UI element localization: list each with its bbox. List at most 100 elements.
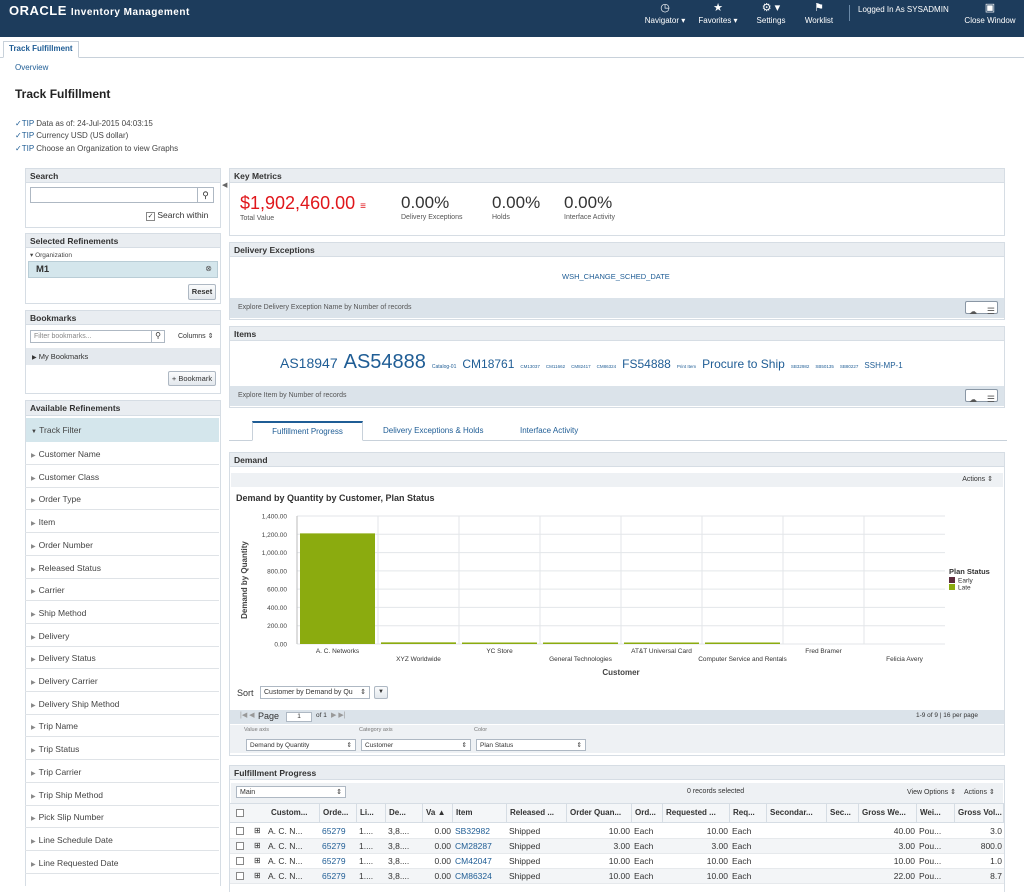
item-tag[interactable]: CM11662 [545,364,566,369]
row-checkbox[interactable] [236,842,244,850]
column-header[interactable]: Released ... [507,803,567,823]
tab-fulfillment-progress[interactable]: Fulfillment Progress [252,421,363,441]
delivery-exceptions-metric[interactable]: 0.00% Delivery Exceptions [401,193,463,221]
refinement-trip-carrier[interactable]: ▶ Trip Carrier [25,761,219,783]
refinement-item[interactable]: ▶ Item [25,511,219,534]
detail-icon[interactable]: ⊞ [254,826,261,835]
item-tag[interactable]: Procure to Ship [702,357,785,371]
tab-track-fulfillment[interactable]: Track Fulfillment [3,41,79,58]
column-header[interactable]: Gross Vol... [955,803,1004,823]
column-header[interactable]: Wei... [917,803,955,823]
tab-interface-activity[interactable]: Interface Activity [520,426,579,435]
row-checkbox[interactable] [236,872,244,880]
table-row[interactable] [230,854,1004,869]
page-number-input[interactable]: 1 [286,712,312,722]
sort-direction-button[interactable]: ▼ [374,686,388,699]
columns-button[interactable]: Columns ⇕ [178,333,214,340]
item-tag[interactable]: SSH-MP-1 [864,361,903,370]
first-page-icon[interactable]: |◀ ◀ [240,712,255,719]
table-cell[interactable]: CM86324 [455,871,492,881]
navigator-button[interactable]: ◷ Navigator ▾ [644,2,686,25]
table-cell[interactable]: 65279 [322,856,346,866]
column-header[interactable]: Li... [357,803,386,823]
column-header[interactable]: Va ▲ [423,803,453,823]
value-axis-select[interactable]: Demand by Quantity ⇕ [246,739,356,751]
bookmark-filter-input[interactable]: Filter bookmarks... ⚲ [30,330,165,343]
column-header[interactable]: Requested ... [663,803,730,823]
total-value-metric[interactable]: $1,902,460.00 ≡ Total Value [240,193,366,222]
column-header[interactable]: Item [453,803,507,823]
refinement-delivery-status[interactable]: ▶ Delivery Status [25,647,219,670]
category-axis-select[interactable]: Customer ⇕ [361,739,471,751]
table-cell[interactable]: SB32982 [455,826,490,836]
column-header[interactable]: Sec... [827,803,859,823]
table-cell[interactable]: 65279 [322,826,346,836]
next-page-icon[interactable]: ▶ ▶| [331,712,346,719]
select-all-checkbox[interactable] [236,809,244,817]
item-tag[interactable]: AS18947 [280,355,338,371]
exception-tag-link[interactable]: WSH_CHANGE_SCHED_DATE [562,272,670,281]
settings-button[interactable]: ⚙ ▾ Settings [751,2,791,25]
column-header[interactable]: Custom... [268,803,320,823]
remove-icon[interactable]: ⊗ [205,264,212,273]
tab-delivery-exceptions-holds[interactable]: Delivery Exceptions & Holds [383,426,484,435]
item-tag[interactable]: SB50135 [815,364,834,369]
track-filter-row[interactable]: ▼ Track Filter [26,418,219,442]
column-header[interactable]: Req... [730,803,767,823]
detail-icon[interactable]: ⊞ [254,841,261,850]
add-bookmark-button[interactable]: + Bookmark [168,371,216,386]
column-header[interactable]: Ord... [632,803,663,823]
refinement-delivery[interactable]: ▶ Delivery [25,625,219,647]
detail-icon[interactable]: ⊞ [254,856,261,865]
table-row[interactable] [230,869,1004,884]
item-tag[interactable]: CM82417 [571,364,591,369]
collapse-panel-icon[interactable]: ◀ [222,182,228,189]
table-cell[interactable]: CM28287 [455,841,492,851]
favorites-button[interactable]: ★ Favorites ▾ [695,2,741,25]
search-icon[interactable]: ⚲ [197,188,213,202]
refinement-trip-name[interactable]: ▶ Trip Name [25,715,219,738]
table-cell[interactable]: CM42047 [455,856,492,866]
column-header[interactable]: Orde... [320,803,357,823]
refinement-trip-ship-method[interactable]: ▶ Trip Ship Method [25,784,219,806]
refinement-order-type[interactable]: ▶ Order Type [25,488,219,511]
item-tag[interactable]: CM86324 [596,364,617,369]
item-tag[interactable]: AS54888 [343,351,426,373]
refinement-order-number[interactable]: ▶ Order Number [25,534,219,556]
refinement-released-status[interactable]: ▶ Released Status [25,557,219,579]
worklist-button[interactable]: ⚑ Worklist [800,2,838,25]
item-tag[interactable]: CM13037 [520,364,540,369]
table-cell[interactable]: 65279 [322,871,346,881]
refinement-carrier[interactable]: ▶ Carrier [25,579,219,602]
reset-button[interactable]: Reset [188,284,216,300]
color-select[interactable]: Plan Status ⇕ [476,739,586,751]
view-options-menu[interactable]: View Options ⇕ [907,789,956,796]
column-header[interactable]: Gross We... [859,803,917,823]
holds-metric[interactable]: 0.00% Holds [492,193,541,221]
refinement-delivery-carrier[interactable]: ▶ Delivery Carrier [25,670,219,692]
table-row[interactable] [230,824,1004,839]
refinement-line-schedule-date[interactable]: ▶ Line Schedule Date [25,829,219,851]
refinement-pick-slip-number[interactable]: ▶ Pick Slip Number [25,806,219,829]
organization-refinement[interactable]: M1 ⊗ [28,261,218,278]
table-cell[interactable]: 65279 [322,841,346,851]
search-input[interactable]: ⚲ [30,187,214,203]
refinement-customer-class[interactable]: ▶ Customer Class [25,466,219,488]
column-header[interactable]: Order Quan... [567,803,632,823]
sort-select[interactable]: Customer by Demand by Qu ⇕ [260,686,370,699]
item-tag[interactable]: CM18761 [462,357,515,371]
my-bookmarks-node[interactable]: ▶ My Bookmarks [26,348,220,365]
item-tag[interactable]: Print Item [676,364,697,369]
table-row[interactable] [230,839,1004,854]
row-checkbox[interactable] [236,857,244,865]
row-checkbox[interactable] [236,827,244,835]
view-toggle[interactable]: ☁ ☰ [965,301,998,316]
search-within-checkbox[interactable]: ✓ Search within [146,210,209,221]
column-header[interactable]: De... [386,803,423,823]
refinement-customer-name[interactable]: ▶ Customer Name [25,443,219,465]
interface-activity-metric[interactable]: 0.00% Interface Activity [564,193,615,221]
view-select[interactable]: Main ⇕ [236,786,346,798]
refinement-ship-method[interactable]: ▶ Ship Method [25,602,219,624]
table-actions-menu[interactable]: Actions ⇕ [964,789,995,796]
column-header[interactable]: Secondar... [767,803,827,823]
